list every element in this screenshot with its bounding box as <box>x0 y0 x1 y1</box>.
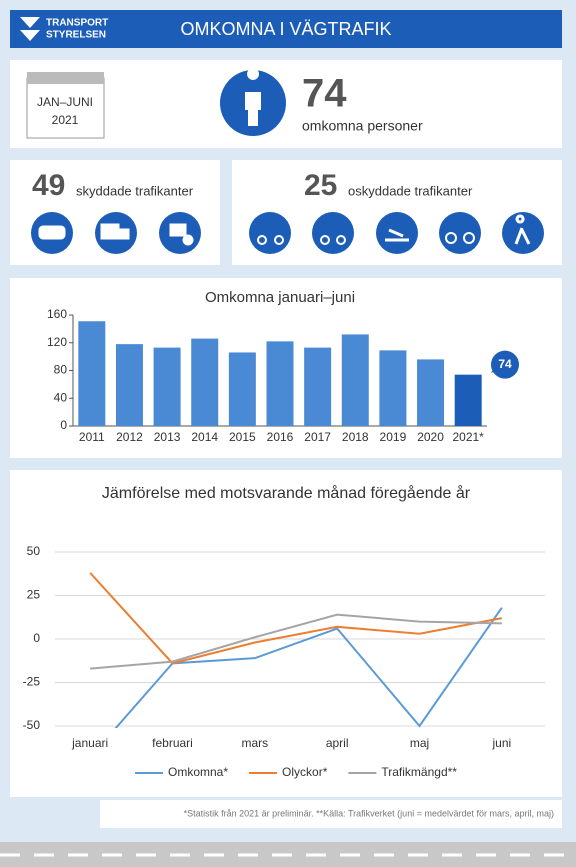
bar <box>341 334 369 426</box>
y-tick-label: -50 <box>23 718 41 732</box>
plot-lines <box>89 572 503 728</box>
y-tick-label: 120 <box>47 335 67 349</box>
bar <box>228 352 256 426</box>
bar <box>153 347 181 426</box>
legend-label: Omkomna* <box>168 765 228 779</box>
bar <box>304 347 332 426</box>
x-tick-label: 2021* <box>452 430 484 444</box>
legend-label: Trafikmängd** <box>381 765 457 779</box>
logo-text: STYRELSEN <box>46 30 106 41</box>
footnote: *Statistik från 2021 är preliminär. **Kä… <box>184 808 554 818</box>
bar <box>266 341 294 426</box>
x-tick-label: januari <box>71 736 108 750</box>
x-tick-label: 2019 <box>380 430 407 444</box>
unprotected-label: oskyddade trafikanter <box>348 183 473 198</box>
x-tick-label: 2017 <box>304 430 331 444</box>
y-tick-label: 25 <box>27 588 41 602</box>
person-glyph <box>245 68 261 126</box>
logo-text: TRANSPORT <box>46 18 108 29</box>
y-tick-label: 0 <box>33 631 40 645</box>
panel <box>10 470 562 797</box>
icon-glyphs <box>38 214 531 246</box>
year: 2021 <box>52 113 79 127</box>
x-tick-label: 2018 <box>342 430 369 444</box>
x-tick-label: 2013 <box>154 430 181 444</box>
header-title: OMKOMNA I VÄGTRAFIK <box>180 19 391 39</box>
series-line <box>90 613 502 670</box>
series-line <box>114 607 503 728</box>
chart-title: Jämförelse med motsvarande månad föregåe… <box>102 484 471 502</box>
total-label: omkomna personer <box>302 118 423 134</box>
x-tick-label: 2011 <box>79 430 105 444</box>
x-tick-label: 2015 <box>229 430 256 444</box>
bar <box>454 374 482 426</box>
x-tick-label: juni <box>491 736 511 750</box>
x-tick-label: 2020 <box>417 430 444 444</box>
x-tick-label: 2014 <box>191 430 218 444</box>
protected-label: skyddade trafikanter <box>76 183 194 198</box>
bar <box>115 344 143 426</box>
calendar-top <box>27 72 104 84</box>
y-tick-label: 80 <box>54 363 68 377</box>
value-label: 74 <box>498 357 512 371</box>
x-tick-label: mars <box>241 736 268 750</box>
bar <box>379 350 407 426</box>
value-label-pointer <box>491 362 503 373</box>
y-tick-label: -25 <box>23 675 41 689</box>
y-tick-label: 160 <box>47 307 67 321</box>
chart-title: Omkomna januari–juni <box>205 289 355 306</box>
y-tick-label: 50 <box>27 544 41 558</box>
logo-mark <box>20 17 40 41</box>
protected-count: 49 <box>32 169 65 202</box>
footnote-panel <box>100 800 562 828</box>
header-bar <box>10 10 562 48</box>
total-count: 74 <box>302 72 347 116</box>
x-tick-label: februari <box>152 736 193 750</box>
bar <box>191 338 219 426</box>
legend-label: Olyckor* <box>282 765 328 779</box>
bar <box>417 359 445 426</box>
motorcycle-icon <box>249 212 291 254</box>
x-tick-label: april <box>326 736 349 750</box>
bicycle-icon <box>439 212 481 254</box>
x-tick-label: 2012 <box>116 430 143 444</box>
bar <box>78 321 106 426</box>
y-tick-label: 40 <box>54 390 68 404</box>
moped-icon <box>312 212 354 254</box>
period: JAN–JUNI <box>37 95 93 109</box>
x-tick-label: maj <box>410 736 429 750</box>
unprotected-count: 25 <box>304 169 337 202</box>
y-tick-label: 0 <box>60 418 67 432</box>
x-tick-label: 2016 <box>267 430 294 444</box>
value-label-bubble <box>491 350 519 379</box>
series-line <box>89 572 503 665</box>
